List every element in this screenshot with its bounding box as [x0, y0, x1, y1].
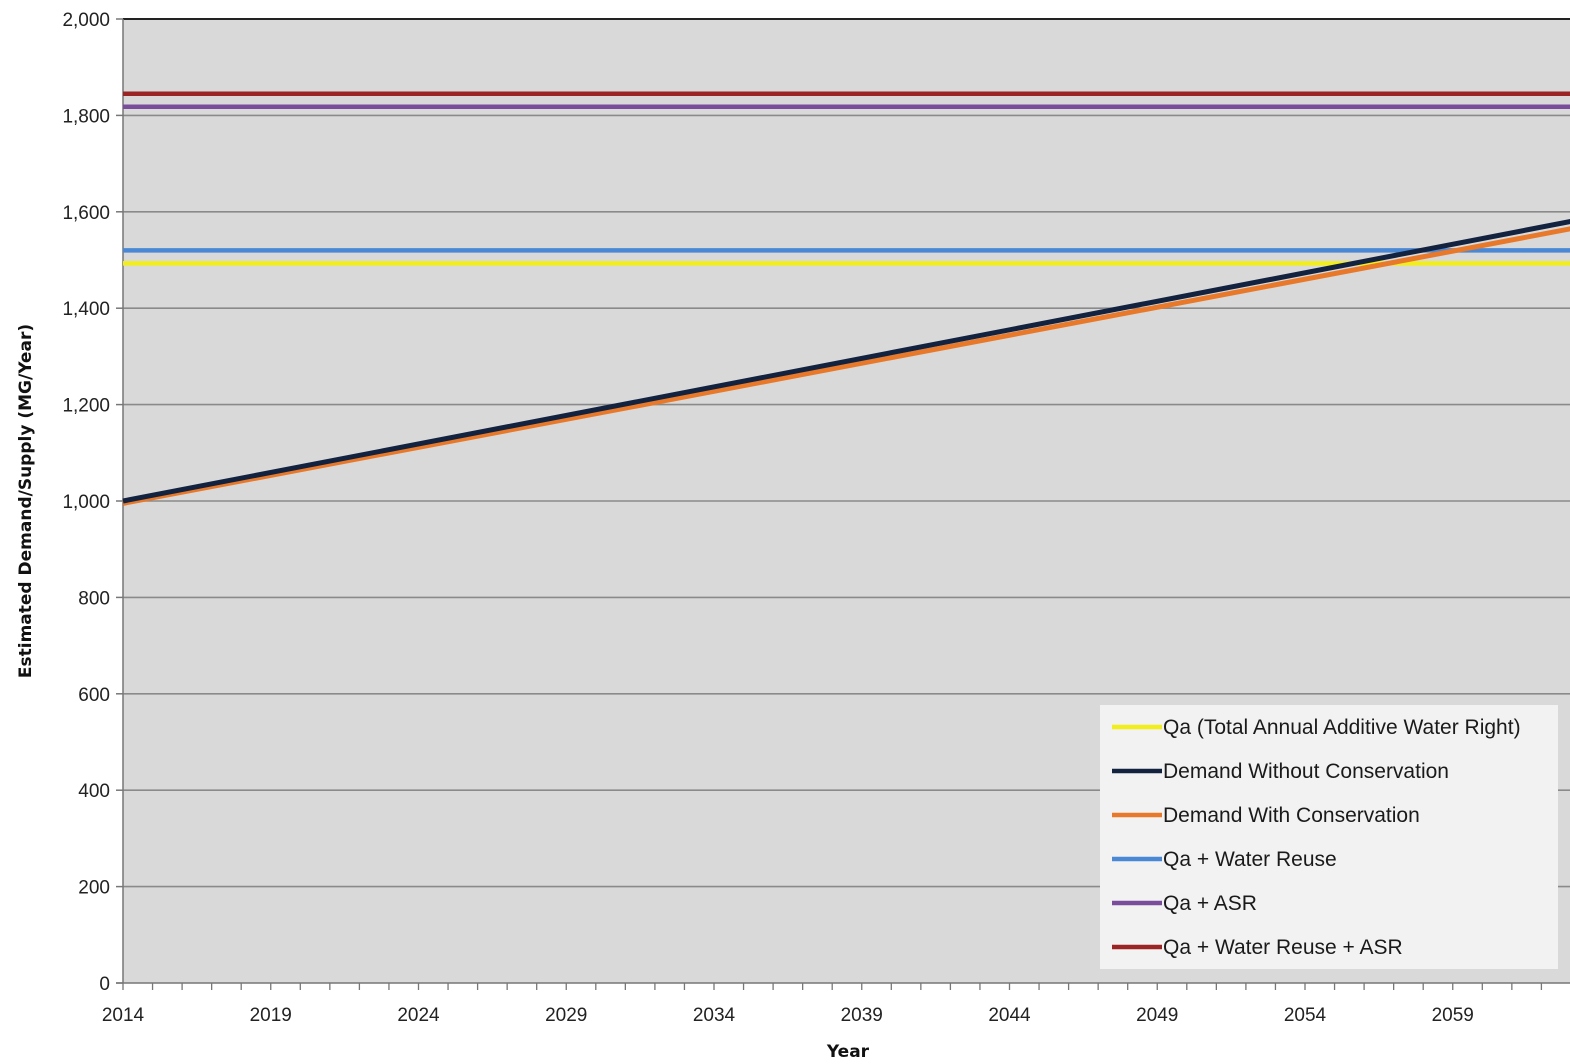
y-tick-label: 600: [78, 685, 110, 706]
y-tick-label: 200: [78, 878, 110, 899]
legend-box: [1100, 705, 1558, 969]
x-tick-label: 2054: [1284, 1005, 1327, 1026]
legend-label: Demand With Conservation: [1163, 804, 1420, 827]
legend-label: Demand Without Conservation: [1163, 760, 1449, 783]
y-tick-label: 1,800: [62, 106, 110, 127]
y-tick-labels: 0 200 400 600 800 1,000 1,200 1,400 1,600 1,800 2,…: [62, 10, 110, 995]
x-tick-label: 2044: [988, 1005, 1031, 1026]
x-tick-label: 2024: [397, 1005, 440, 1026]
y-tick-label: 0: [99, 974, 110, 995]
x-tick-label: 2034: [693, 1005, 736, 1026]
x-axis-title: Year: [826, 1042, 870, 1062]
x-tick-label: 2039: [841, 1005, 883, 1026]
legend-label: Qa + ASR: [1163, 892, 1257, 915]
y-tick-label: 800: [78, 588, 110, 609]
legend: Qa (Total Annual Additive Water Right) De…: [1100, 705, 1558, 969]
y-tick-label: 1,600: [62, 203, 110, 224]
legend-label: Qa + Water Reuse + ASR: [1163, 936, 1403, 959]
y-tick-label: 2,000: [62, 10, 110, 31]
y-tick-label: 400: [78, 781, 110, 802]
legend-label: Qa (Total Annual Additive Water Right): [1163, 716, 1521, 739]
y-axis-title: Estimated Demand/Supply (MG/Year): [16, 324, 36, 678]
legend-label: Qa + Water Reuse: [1163, 848, 1337, 871]
x-tick-label: 2059: [1432, 1005, 1474, 1026]
x-tick-label: 2019: [250, 1005, 292, 1026]
x-tick-labels: 2014 2019 2024 2029 2034 2039 2044 2049 2054 2059: [102, 1005, 1474, 1026]
x-tick-label: 2014: [102, 1005, 145, 1026]
y-tick-label: 1,400: [62, 299, 110, 320]
x-tick-label: 2049: [1136, 1005, 1178, 1026]
x-tick-label: 2029: [545, 1005, 587, 1026]
x-minor-ticks: [123, 983, 1541, 990]
y-tick-label: 1,000: [62, 492, 110, 513]
y-tick-label: 1,200: [62, 396, 110, 417]
